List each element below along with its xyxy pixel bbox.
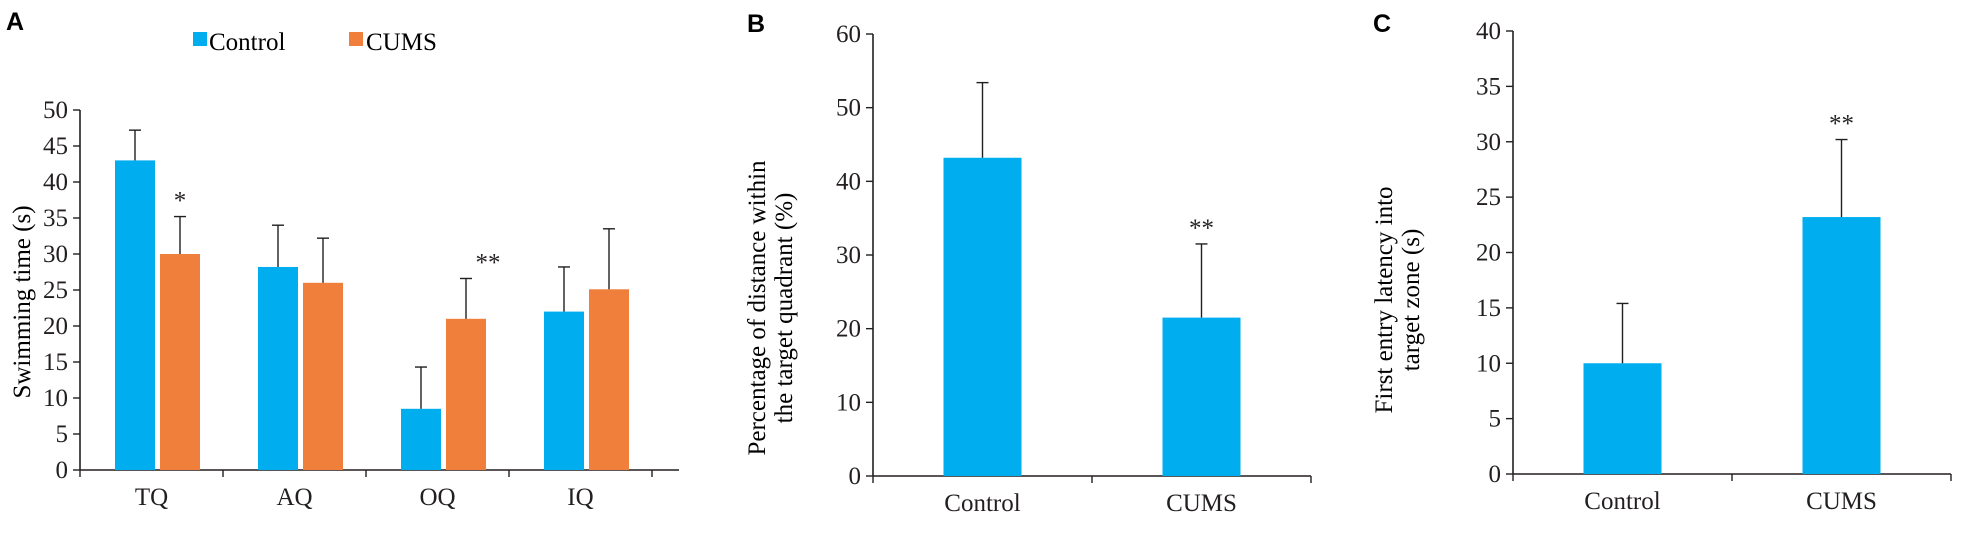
x-tick-label-c: CUMS bbox=[1806, 488, 1877, 515]
y-tick-label-a: 25 bbox=[43, 277, 68, 304]
y-tick-label-c: 40 bbox=[1476, 18, 1501, 45]
bar-a-aq-cums bbox=[303, 282, 343, 470]
y-tick-label-c: 5 bbox=[1489, 406, 1502, 433]
bar-c-cums bbox=[1802, 217, 1881, 474]
bar-a-oq-cums bbox=[446, 318, 486, 470]
y-tick-label-b: 0 bbox=[849, 463, 862, 490]
y-tick-label-a: 45 bbox=[43, 133, 68, 160]
bar-a-iq-control bbox=[544, 311, 584, 470]
legend-label-control: Control bbox=[209, 29, 285, 56]
x-tick-label-a: IQ bbox=[567, 484, 593, 511]
y-tick-label-b: 40 bbox=[836, 168, 861, 195]
x-tick-label-c: Control bbox=[1584, 488, 1660, 515]
y-tick-label-b: 10 bbox=[836, 389, 861, 416]
bar-b-control bbox=[943, 157, 1022, 476]
bar-a-tq-cums bbox=[160, 254, 200, 470]
y-axis-label-b-line1: Percentage of distance within bbox=[744, 160, 771, 456]
plot-area-b: 0 10 20 30 40 50 60 Control CUMS ** bbox=[836, 21, 1312, 517]
panel-c: C First entry latency into target zone (… bbox=[1371, 10, 1952, 515]
bar-a-aq-control bbox=[258, 266, 298, 470]
bar-a-tq-control bbox=[115, 160, 155, 470]
x-tick-label-b: Control bbox=[944, 490, 1020, 517]
y-tick-label-a: 0 bbox=[56, 457, 69, 484]
y-axis-label-c-line1: First entry latency into bbox=[1371, 186, 1398, 413]
panel-a: A Control CUMS Swimming time (s) 0 5 10 15 2… bbox=[6, 8, 679, 511]
panel-b: B Percentage of distance within the targ… bbox=[744, 10, 1312, 517]
significance-marker-b: ** bbox=[1189, 215, 1214, 242]
x-tick-label-a: AQ bbox=[276, 484, 312, 511]
panel-label-b: B bbox=[747, 10, 765, 38]
x-tick-label-b: CUMS bbox=[1166, 490, 1237, 517]
bar-b-cums bbox=[1162, 317, 1241, 476]
y-tick-label-c: 0 bbox=[1489, 461, 1502, 488]
x-tick-label-a: TQ bbox=[135, 484, 168, 511]
y-tick-label-c: 30 bbox=[1476, 129, 1501, 156]
significance-marker-a: * bbox=[174, 188, 187, 215]
y-tick-label-a: 5 bbox=[56, 421, 69, 448]
bar-a-iq-cums bbox=[589, 289, 629, 470]
bar-c-control bbox=[1583, 363, 1662, 474]
legend-swatch-cums bbox=[349, 32, 363, 46]
plot-area-c: 0 5 10 15 20 25 30 35 40 Control CUMS ** bbox=[1476, 18, 1952, 515]
significance-marker-c: ** bbox=[1829, 111, 1854, 138]
y-tick-label-a: 40 bbox=[43, 169, 68, 196]
legend: Control CUMS bbox=[193, 29, 437, 56]
y-tick-label-a: 50 bbox=[43, 97, 68, 124]
x-tick-label-a: OQ bbox=[419, 484, 455, 511]
y-tick-label-b: 60 bbox=[836, 21, 861, 48]
y-tick-label-b: 20 bbox=[836, 316, 861, 343]
y-axis-label-c-line2: target zone (s) bbox=[1398, 229, 1425, 372]
y-tick-label-a: 35 bbox=[43, 205, 68, 232]
y-tick-label-a: 30 bbox=[43, 241, 68, 268]
legend-swatch-control bbox=[193, 32, 207, 46]
y-tick-label-c: 15 bbox=[1476, 295, 1501, 322]
y-tick-label-a: 15 bbox=[43, 349, 68, 376]
y-axis-label-a: Swimming time (s) bbox=[9, 205, 36, 398]
y-tick-label-c: 20 bbox=[1476, 240, 1501, 267]
panel-label-a: A bbox=[6, 8, 24, 36]
legend-label-cums: CUMS bbox=[366, 29, 437, 56]
y-tick-label-c: 35 bbox=[1476, 73, 1501, 100]
y-tick-label-b: 50 bbox=[836, 95, 861, 122]
y-tick-label-a: 20 bbox=[43, 313, 68, 340]
y-tick-label-c: 25 bbox=[1476, 184, 1501, 211]
y-tick-label-a: 10 bbox=[43, 385, 68, 412]
y-tick-label-b: 30 bbox=[836, 242, 861, 269]
significance-marker-a: ** bbox=[476, 249, 501, 276]
bar-a-oq-control bbox=[401, 408, 441, 470]
panel-label-c: C bbox=[1373, 10, 1391, 38]
y-axis-label-b-line2: the target quadrant (%) bbox=[771, 193, 798, 424]
y-tick-label-c: 10 bbox=[1476, 350, 1501, 377]
